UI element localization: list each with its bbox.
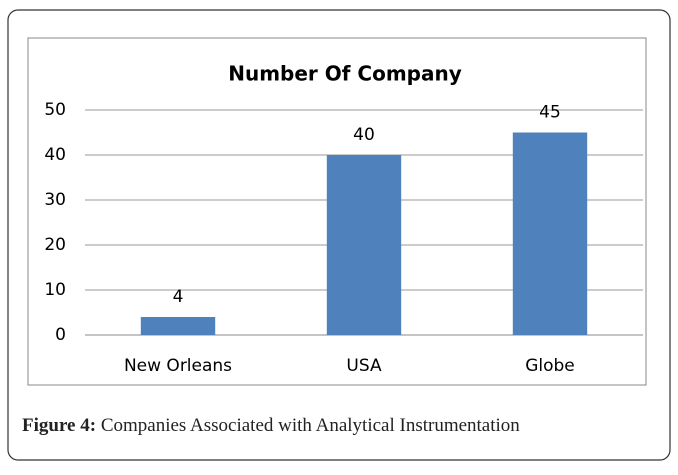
data-label: 45: [539, 103, 561, 123]
y-tick-label: 30: [44, 190, 66, 210]
figure-frame: [7, 9, 671, 461]
caption: Figure 4: Companies Associated with Anal…: [22, 415, 520, 437]
bar: [326, 155, 402, 335]
y-tick-label: 20: [44, 235, 66, 255]
bar: [140, 317, 216, 335]
data-label: 40: [353, 125, 375, 145]
x-tick-label: USA: [346, 356, 382, 376]
caption-text: Companies Associated with Analytical Ins…: [100, 415, 520, 436]
x-tick-label: Globe: [525, 356, 575, 376]
caption-label: Figure 4:: [22, 415, 97, 436]
y-tick-label: 0: [55, 325, 66, 345]
x-tick-label: New Orleans: [124, 356, 232, 376]
y-tick-label: 40: [44, 145, 66, 165]
bar: [512, 132, 588, 335]
chart-title: Number Of Company: [228, 62, 462, 86]
y-tick-label: 50: [44, 100, 66, 120]
data-label: 4: [173, 287, 184, 307]
y-tick-label: 10: [44, 280, 66, 300]
